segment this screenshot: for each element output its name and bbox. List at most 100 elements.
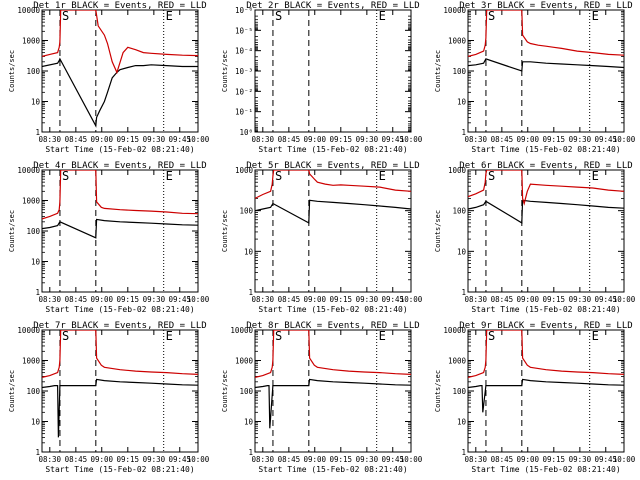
y-tick-label: 1000 [235, 166, 254, 175]
plot-frame [467, 169, 625, 293]
chart-panel: Det 8r BLACK = Events, RED = LLD 1 10 100 10… [221, 321, 423, 474]
x-tick-label: 09:15 [117, 135, 140, 144]
plot-frame [41, 9, 199, 133]
x-tick-label: 08:45 [491, 455, 514, 464]
chart-title: Det 5r BLACK = Events, RED = LLD [246, 161, 419, 171]
chart-title: Det 1r BLACK = Events, RED = LLD [33, 1, 206, 11]
time-marker-label: S [62, 329, 69, 343]
time-marker-label: S [275, 9, 282, 23]
series-group [42, 170, 198, 239]
time-marker-label: S [62, 9, 69, 23]
y-tick-label: 10 [31, 258, 41, 267]
y-tick-label: 10⁻² [235, 87, 253, 96]
time-marker-label: S [275, 169, 282, 183]
series-group [42, 10, 198, 128]
chart-title: Det 3r BLACK = Events, RED = LLD [459, 1, 632, 11]
y-tick-label: 100 [239, 207, 253, 216]
x-axis-label: Start Time (15-Feb-02 08:21:40) [45, 305, 194, 314]
lld-series-line [255, 170, 411, 199]
plot-frame [467, 329, 625, 453]
x-tick-label: 09:00 [516, 455, 539, 464]
x-tick-label: 09:15 [117, 455, 140, 464]
y-tick-label: 10 [31, 418, 41, 427]
chart-title: Det 9r BLACK = Events, RED = LLD [459, 321, 632, 331]
y-tick-label: 10⁰ [239, 128, 253, 137]
time-marker-label: E [379, 329, 386, 343]
x-tick-label: 09:45 [594, 135, 617, 144]
y-tick-label: 100 [26, 387, 40, 396]
time-marker-label: S [275, 329, 282, 343]
x-tick-label: 09:30 [143, 455, 166, 464]
chart-title: Det 2r BLACK = Events, RED = LLD [246, 1, 419, 11]
x-tick-label: 10:00 [400, 135, 423, 144]
time-marker-label: E [379, 9, 386, 23]
x-tick-label: 09:00 [303, 135, 326, 144]
y-tick-label: 10 [244, 418, 254, 427]
x-tick-label: 08:30 [39, 295, 62, 304]
y-tick-label: 100 [26, 227, 40, 236]
x-tick-label: 08:45 [65, 295, 88, 304]
y-axis-label: Counts/sec [434, 50, 442, 92]
y-tick-label: 1 [35, 448, 40, 457]
x-tick-label: 10:00 [613, 455, 636, 464]
chart-panel: Det 6r BLACK = Events, RED = LLD 1 10 100 10… [434, 161, 636, 314]
y-tick-label: 1 [248, 288, 253, 297]
y-tick-label: 10000 [230, 326, 253, 335]
x-tick-label: 09:30 [143, 295, 166, 304]
x-tick-label: 08:30 [465, 455, 488, 464]
x-tick-label: 09:30 [569, 455, 592, 464]
y-tick-label: 100 [26, 67, 40, 76]
plot-frame [41, 329, 199, 453]
y-tick-label: 10000 [17, 166, 40, 175]
lld-series-line [42, 170, 198, 220]
x-tick-label: 08:45 [491, 135, 514, 144]
y-tick-label: 1000 [22, 37, 41, 46]
x-tick-label: 08:30 [252, 135, 275, 144]
time-marker-label: E [592, 169, 599, 183]
y-tick-label: 1000 [22, 197, 41, 206]
y-tick-label: 1 [35, 288, 40, 297]
x-axis-label: Start Time (15-Feb-02 08:21:40) [45, 145, 194, 154]
time-marker-label: E [166, 169, 173, 183]
x-tick-label: 09:45 [594, 295, 617, 304]
x-tick-label: 09:00 [90, 455, 113, 464]
y-axis-label: Counts/sec [221, 50, 229, 92]
x-tick-label: 09:45 [381, 455, 404, 464]
x-tick-label: 09:30 [143, 135, 166, 144]
x-axis-label: Start Time (15-Feb-02 08:21:40) [471, 305, 620, 314]
plot-frame [254, 329, 412, 453]
y-axis-label: Counts/sec [434, 370, 442, 412]
events-series-line [255, 378, 411, 429]
x-tick-label: 08:45 [65, 455, 88, 464]
x-tick-label: 08:30 [465, 135, 488, 144]
y-tick-label: 10 [457, 418, 467, 427]
x-tick-label: 09:30 [356, 135, 379, 144]
time-marker-label: E [166, 9, 173, 23]
lld-series-line [42, 330, 198, 378]
y-tick-label: 1 [461, 288, 466, 297]
x-axis-label: Start Time (15-Feb-02 08:21:40) [258, 145, 407, 154]
x-tick-label: 08:45 [278, 455, 301, 464]
events-series-line [468, 378, 624, 413]
y-tick-label: 1000 [448, 357, 467, 366]
x-tick-label: 09:15 [330, 135, 353, 144]
x-tick-label: 09:15 [543, 455, 566, 464]
x-tick-label: 08:45 [278, 135, 301, 144]
y-tick-label: 1000 [448, 166, 467, 175]
x-tick-label: 10:00 [187, 135, 210, 144]
series-group [42, 330, 198, 438]
x-tick-label: 08:30 [465, 295, 488, 304]
y-tick-label: 10 [457, 247, 467, 256]
series-group [255, 170, 411, 224]
x-tick-label: 09:45 [168, 295, 191, 304]
lld-series-line [468, 330, 624, 378]
events-series-line [42, 218, 198, 239]
lld-series-line [468, 10, 624, 57]
x-tick-label: 10:00 [400, 295, 423, 304]
series-group [468, 10, 624, 72]
x-tick-label: 09:45 [381, 295, 404, 304]
x-tick-label: 08:30 [252, 295, 275, 304]
time-marker-label: S [62, 169, 69, 183]
y-tick-label: 1 [461, 128, 466, 137]
events-series-line [255, 199, 411, 224]
